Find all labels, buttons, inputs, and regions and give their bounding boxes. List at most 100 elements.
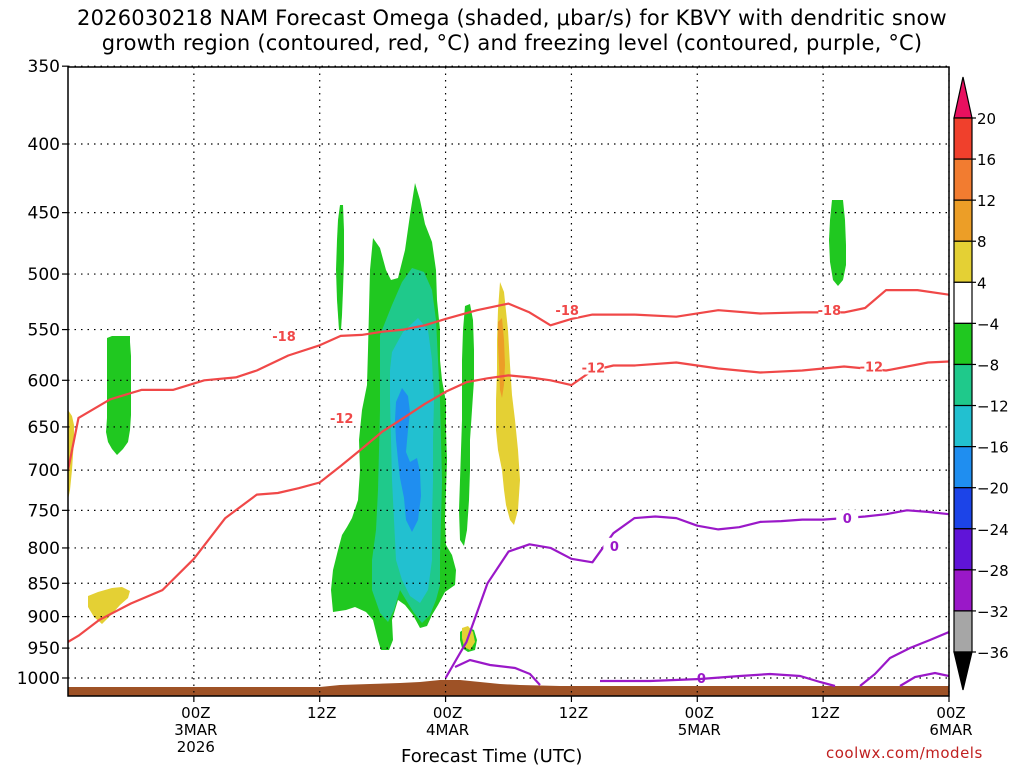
colorbar-band-7 (953, 404, 973, 448)
x-tick-label-h66-line1: 12Z (810, 704, 839, 722)
colorbar-bottom-arrow (953, 651, 973, 691)
omega-green-column-b (459, 304, 474, 546)
contour-label-dgz-cold-2: -18 (555, 304, 579, 319)
omega-green-left (106, 336, 131, 455)
freezing-contour-low-right (600, 672, 836, 688)
y-axis: 2503003504004505005506006507007508008509… (17, 57, 68, 689)
colorbar-band-12 (953, 610, 973, 653)
contour-label-bg-freezing-1 (603, 537, 626, 553)
colorbar-label-7: −12 (977, 398, 1009, 416)
y-tick-label-550: 550 (28, 321, 60, 341)
y-tick-label-1000: 1000 (17, 669, 60, 689)
x-tick-label-h18-line1: 12Z (307, 704, 336, 722)
x-tick-label-h54-line2: 5MAR (678, 721, 721, 739)
colorbar-label-6: −8 (977, 356, 999, 374)
y-tick-label-950: 950 (28, 639, 60, 659)
contour-label-dgz-warm-1: -12 (330, 412, 354, 427)
omega-green-column-a (336, 205, 344, 330)
colorbar-band-5 (953, 322, 973, 366)
contour-label-bg-dgz-cold-3 (818, 302, 841, 318)
omega-yellow-lower-left (88, 587, 130, 624)
contour-series-2 (444, 509, 949, 679)
contour-series-0 (68, 289, 949, 471)
x-tick-label-h30-line1: 00Z (433, 704, 462, 722)
colorbar-band-1 (953, 158, 973, 201)
colorbar-band-9 (953, 487, 973, 530)
contour-label-dgz-cold-3: -18 (818, 304, 842, 319)
colorbar-band-11 (953, 569, 973, 612)
y-tick-label-650: 650 (28, 418, 60, 438)
colorbar-band-6 (953, 363, 973, 407)
contour-label-bg-dgz-warm-2 (582, 359, 605, 375)
colorbar: 20 16 12 8 4 −4 −8 −12 −16 −20 −24 −28 −32 −36 (953, 76, 1009, 691)
colorbar-label-10: −24 (977, 521, 1009, 539)
colorbar-band-0 (953, 117, 973, 160)
contour-label-dgz-cold-1: -18 (272, 330, 296, 345)
omega-blue-core (395, 388, 421, 532)
y-tick-label-750: 750 (28, 501, 60, 521)
contour-label-freezing-1: 0 (610, 540, 619, 555)
contour-label-bg-freezing-2 (836, 510, 859, 526)
colorbar-label-8: −16 (977, 439, 1009, 457)
y-tick-label-350: 350 (28, 57, 60, 77)
contour-label-bg-dgz-cold-2 (556, 302, 579, 318)
freezing-contour-low-left (454, 658, 541, 686)
x-tick-label-h6-line3: 2026 (177, 738, 215, 756)
contour-label-bg-dgz-warm-3 (860, 358, 883, 374)
plot-frame (67, 66, 950, 697)
omega-cyan-core (390, 318, 434, 603)
credit-link[interactable]: coolwx.com/models (826, 744, 983, 762)
colorbar-band-3 (953, 240, 973, 283)
colorbar-label-1: 16 (977, 151, 996, 169)
contour-label-bg-dgz-warm-1 (330, 409, 353, 425)
colorbar-top-arrow (953, 76, 973, 119)
colorbar-label-12: −32 (977, 603, 1009, 621)
x-tick-label-h54-line1: 00Z (685, 704, 714, 722)
contour-label-dgz-warm-3: -12 (860, 361, 884, 376)
y-tick-label-450: 450 (28, 204, 60, 224)
contour-series-1 (68, 360, 949, 643)
colorbar-label-2: 12 (977, 192, 996, 210)
y-tick-label-850: 850 (28, 574, 60, 594)
x-tick-label-h78-line1: 00Z (936, 704, 965, 722)
chart-title: 2026030218 NAM Forecast Omega (shaded, μ… (0, 6, 1024, 56)
colorbar-label-4: 4 (977, 274, 987, 292)
terrain-strip (68, 680, 949, 696)
y-tick-label-900: 900 (28, 608, 60, 628)
colorbar-label-5: −4 (977, 315, 999, 333)
y-tick-label-800: 800 (28, 539, 60, 559)
y-tick-label-700: 700 (28, 461, 60, 481)
x-tick-label-h6-line1: 00Z (181, 704, 210, 722)
omega-green-right (829, 200, 846, 286)
colorbar-band-10 (953, 528, 973, 571)
colorbar-band-4 (953, 281, 973, 324)
y-tick-label-400: 400 (28, 135, 60, 155)
omega-shading (68, 183, 846, 652)
x-tick-label-h78-line2: 6MAR (929, 721, 972, 739)
contour-label-bg-dgz-cold-1 (273, 327, 296, 343)
x-axis-title: Forecast Time (UTC) (401, 746, 583, 767)
colorbar-label-9: −20 (977, 480, 1009, 498)
colorbar-label-13: −36 (977, 644, 1009, 662)
chart-title-line2: growth region (contoured, red, °C) and f… (101, 31, 923, 55)
contour-label-dgz-warm-2: -12 (582, 362, 606, 377)
omega-yellow-column (496, 282, 520, 525)
colorbar-label-0: 20 (977, 110, 996, 128)
colorbar-band-8 (953, 446, 973, 489)
freezing-surface-contours (454, 630, 949, 688)
freezing-contour-bottom-right-edge (899, 671, 949, 687)
colorbar-label-11: −28 (977, 562, 1009, 580)
contour-label-bg-freezing-3 (690, 669, 713, 685)
colorbar-band-2 (953, 199, 973, 242)
omega-orange-column (498, 318, 505, 398)
colorbar-label-3: 8 (977, 233, 987, 251)
x-tick-label-h6-line2: 3MAR (174, 721, 217, 739)
x-tick-label-h30-line2: 4MAR (426, 721, 469, 739)
x-tick-label-h42-line1: 12Z (559, 704, 588, 722)
y-tick-label-600: 600 (28, 371, 60, 391)
freezing-contour-bottom-right-corner (859, 630, 949, 687)
contour-label-freezing-2: 0 (843, 512, 852, 527)
